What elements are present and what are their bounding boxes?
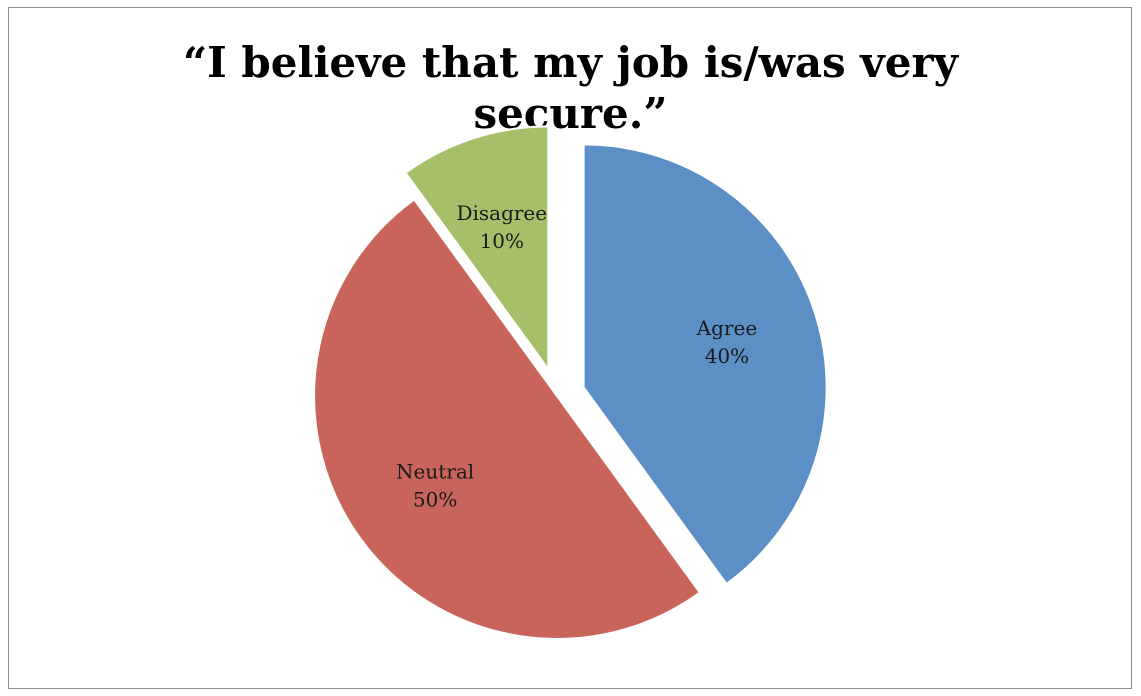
slice-label-name: Neutral (396, 460, 474, 484)
chart-title: “I believe that my job is/was very secur… (0, 37, 1141, 139)
pie-slices (313, 125, 828, 640)
slice-label-percent: 10% (480, 229, 524, 253)
slice-label-agree: Agree 40% (696, 316, 757, 368)
slice-label-disagree: Disagree 10% (456, 201, 547, 253)
chart-title-line-1: “I believe that my job is/was very (183, 38, 958, 87)
pie-slice-disagree (404, 125, 550, 371)
slice-label-percent: 40% (705, 344, 749, 368)
slice-label-neutral: Neutral 50% (396, 460, 474, 512)
slice-label-percent: 50% (413, 488, 457, 512)
slice-label-name: Disagree (456, 201, 547, 225)
pie-labels: Agree 40% Neutral 50% Disagree 10% (396, 201, 757, 511)
slice-label-name: Agree (696, 316, 757, 340)
pie-slice-neutral (313, 198, 701, 640)
pie-slice-agree (582, 143, 828, 585)
